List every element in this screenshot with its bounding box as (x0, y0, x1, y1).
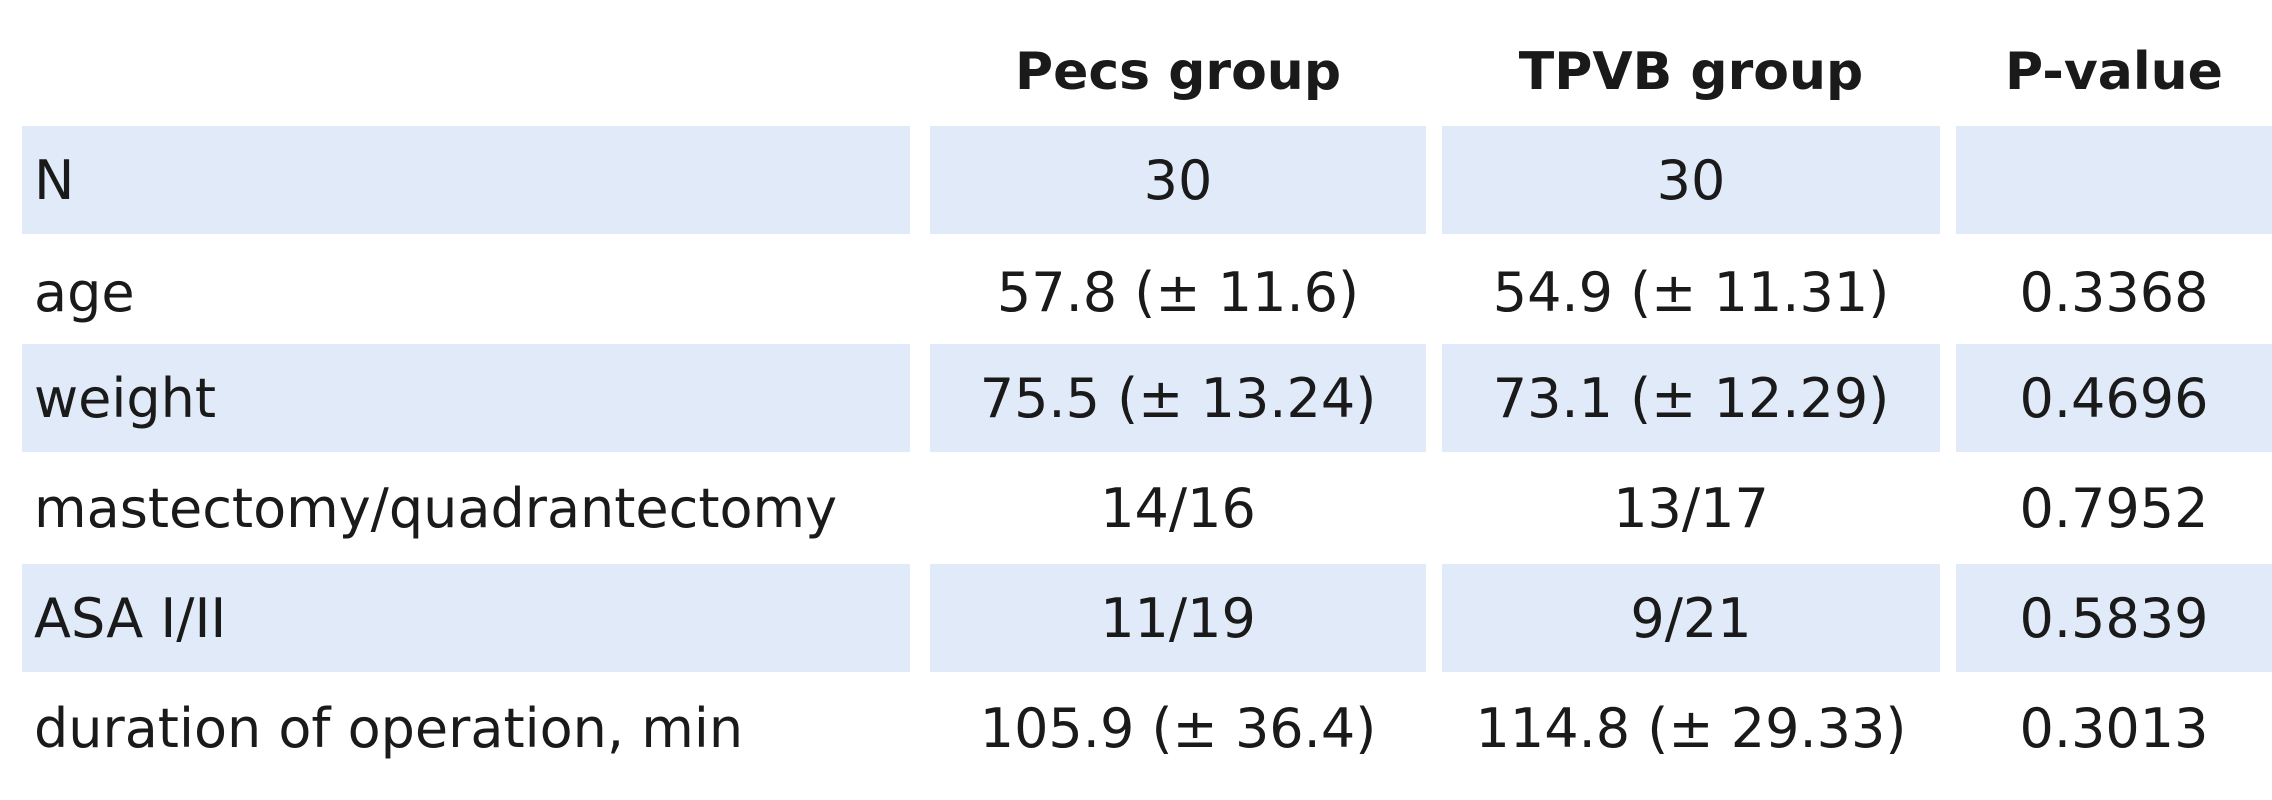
header-cell-tpvb-group: TPVB group (1518, 42, 1864, 102)
row-label: ASA I/II (22, 564, 910, 672)
tpvb-value: 30 (1442, 126, 1940, 234)
row-label: mastectomy/quadrantectomy (34, 476, 838, 540)
table-row: N 30 30 (0, 126, 2272, 234)
p-value: 0.3368 (2019, 260, 2209, 324)
tpvb-value: 73.1 (± 12.29) (1442, 344, 1940, 452)
p-value: 0.7952 (2019, 476, 2209, 540)
table-row: ASA I/II 11/19 9/21 0.5839 (0, 564, 2272, 672)
header-cell-p-value: P-value (2005, 42, 2223, 102)
row-label: N (22, 126, 910, 234)
pecs-value: 75.5 (± 13.24) (930, 344, 1426, 452)
p-value: 0.5839 (1956, 564, 2272, 672)
row-label: duration of operation, min (34, 696, 744, 760)
header-cell-pecs-group: Pecs group (1014, 42, 1342, 102)
row-label: weight (22, 344, 910, 452)
pecs-value: 57.8 (± 11.6) (996, 260, 1360, 324)
table-row: duration of operation, min 105.9 (± 36.4… (0, 674, 2272, 782)
tpvb-value: 9/21 (1442, 564, 1940, 672)
table-row: age 57.8 (± 11.6) 54.9 (± 11.31) 0.3368 (0, 238, 2272, 346)
table-row: mastectomy/quadrantectomy 14/16 13/17 0.… (0, 454, 2272, 562)
p-value: 0.4696 (1956, 344, 2272, 452)
p-value (1956, 126, 2272, 234)
row-label: age (34, 260, 135, 324)
header-cell-empty (22, 18, 910, 126)
table-header-row: Pecs group TPVB group P-value (0, 18, 2272, 126)
tpvb-value: 13/17 (1613, 476, 1769, 540)
tpvb-value: 114.8 (± 29.33) (1475, 696, 1907, 760)
pecs-value: 14/16 (1100, 476, 1256, 540)
pecs-value: 11/19 (930, 564, 1426, 672)
tpvb-value: 54.9 (± 11.31) (1492, 260, 1890, 324)
pecs-value: 105.9 (± 36.4) (979, 696, 1377, 760)
table-row: weight 75.5 (± 13.24) 73.1 (± 12.29) 0.4… (0, 344, 2272, 452)
p-value: 0.3013 (2019, 696, 2209, 760)
pecs-value: 30 (930, 126, 1426, 234)
